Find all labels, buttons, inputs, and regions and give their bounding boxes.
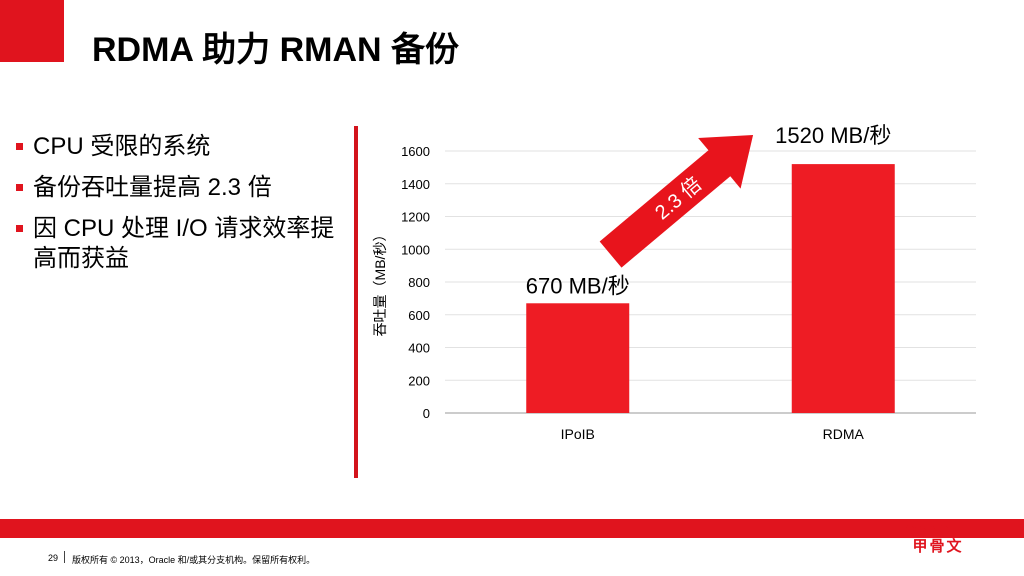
y-tick-label: 200 bbox=[408, 373, 430, 388]
bullet-text: CPU 受限的系统 bbox=[33, 133, 211, 160]
bullet-text: 备份吞吐量提高 2.3 倍 bbox=[33, 174, 272, 201]
bullet-text: 因 CPU 处理 I/O 请求效率提高而获益 bbox=[33, 215, 335, 272]
bullet-item: 备份吞吐量提高 2.3 倍 bbox=[14, 173, 344, 203]
data-label: 1520 MB/秒 bbox=[775, 123, 891, 148]
bullet-list: CPU 受限的系统 备份吞吐量提高 2.3 倍 因 CPU 处理 I/O 请求效… bbox=[14, 132, 344, 285]
bar-ipoib bbox=[526, 303, 630, 413]
growth-arrow: 2.3 倍 bbox=[599, 135, 754, 268]
copyright-text: 版权所有 © 2013，Oracle 和/或其分支机构。保留所有权利。 bbox=[72, 555, 316, 565]
y-tick-label: 1400 bbox=[401, 177, 430, 192]
oracle-logo: ORACLE 甲骨文 bbox=[900, 520, 976, 555]
y-axis-title: 吞吐量（MB/秒） bbox=[372, 228, 388, 337]
y-tick-label: 1200 bbox=[401, 210, 430, 225]
bullet-item: CPU 受限的系统 bbox=[14, 132, 344, 162]
page-number: 29 bbox=[48, 553, 59, 563]
y-tick-label: 1600 bbox=[401, 144, 430, 159]
y-tick-label: 600 bbox=[408, 308, 430, 323]
vertical-divider bbox=[354, 126, 358, 478]
x-category-label: IPoIB bbox=[561, 426, 595, 442]
arrow-shape bbox=[599, 135, 754, 268]
x-category-label: RDMA bbox=[823, 426, 865, 442]
footer-separator bbox=[64, 551, 65, 563]
slide-title: RDMA 助力 RMAN 备份 bbox=[92, 31, 460, 69]
footer-bar bbox=[0, 519, 1024, 538]
data-label: 670 MB/秒 bbox=[526, 273, 630, 298]
y-tick-label: 400 bbox=[408, 341, 430, 356]
corner-accent-block bbox=[0, 0, 64, 62]
oracle-logo-text: ORACLE bbox=[905, 521, 971, 537]
bar-rdma bbox=[791, 164, 895, 413]
bar-chart: 0 200 400 600 800 1000 1200 1400 1600 吞吐量（MB/秒） IP… bbox=[372, 123, 976, 442]
y-tick-label: 0 bbox=[423, 406, 430, 421]
y-tick-label: 800 bbox=[408, 275, 430, 290]
y-tick-label: 1000 bbox=[401, 242, 430, 257]
oracle-logo-cn: 甲骨文 bbox=[912, 538, 964, 555]
bullet-item: 因 CPU 处理 I/O 请求效率提高而获益 bbox=[14, 214, 344, 274]
